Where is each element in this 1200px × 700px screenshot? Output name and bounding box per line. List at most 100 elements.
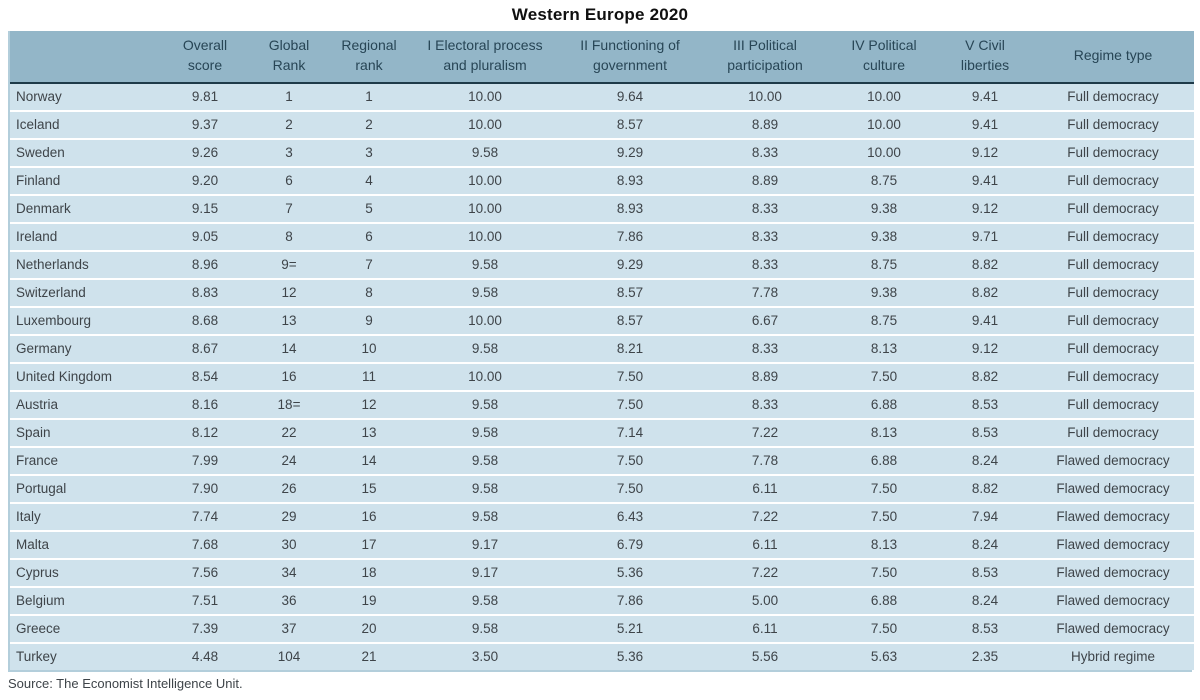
header-row: Overall score Global Rank Regional rank I Elec…: [10, 31, 1194, 84]
political-participation-cell: 5.00: [700, 585, 830, 615]
table-row: Denmark 9.15 7 5 10.00 8.93 8.33 9.38 9.12 Full d…: [10, 193, 1194, 223]
civil-liberties-cell: 8.24: [938, 585, 1032, 615]
global-rank-cell: 18=: [250, 389, 328, 419]
overall-score-cell: 7.56: [160, 557, 250, 587]
global-rank-cell: 26: [250, 473, 328, 503]
table-row: Luxembourg 8.68 13 9 10.00 8.57 6.67 8.75 9.41 Fu…: [10, 305, 1194, 335]
functioning-of-government-cell: 8.21: [560, 333, 700, 363]
table-row: Greece 7.39 37 20 9.58 5.21 6.11 7.50 8.53 Flawed…: [10, 613, 1194, 643]
regional-rank-cell: 4: [328, 165, 410, 195]
table-title: Western Europe 2020: [511, 5, 689, 24]
political-participation-cell: 10.00: [700, 81, 830, 111]
regime-type-cell: Full democracy: [1032, 277, 1194, 307]
electoral-process-cell: 10.00: [410, 109, 560, 139]
global-rank-cell: 29: [250, 501, 328, 531]
country-cell: United Kingdom: [10, 361, 160, 391]
political-culture-cell: 6.88: [830, 445, 938, 475]
functioning-of-government-cell: 6.43: [560, 501, 700, 531]
column-header-electoral-process: I Electoral process and pluralism: [410, 31, 560, 84]
global-rank-cell: 16: [250, 361, 328, 391]
political-culture-cell: 8.13: [830, 417, 938, 447]
source-note: Source: The Economist Intelligence Unit.: [8, 675, 243, 691]
regime-type-cell: Flawed democracy: [1032, 585, 1194, 615]
overall-score-cell: 8.83: [160, 277, 250, 307]
civil-liberties-cell: 8.24: [938, 445, 1032, 475]
table-row: Malta 7.68 30 17 9.17 6.79 6.11 8.13 8.24 Flawed …: [10, 529, 1194, 559]
table-container: Overall score Global Rank Regional rank I Elec…: [8, 31, 1194, 672]
regional-rank-cell: 8: [328, 277, 410, 307]
civil-liberties-cell: 7.94: [938, 501, 1032, 531]
regional-rank-cell: 10: [328, 333, 410, 363]
overall-score-cell: 8.54: [160, 361, 250, 391]
electoral-process-cell: 9.58: [410, 501, 560, 531]
political-culture-cell: 9.38: [830, 193, 938, 223]
global-rank-cell: 12: [250, 277, 328, 307]
table-header: Overall score Global Rank Regional rank I Elec…: [10, 31, 1194, 84]
civil-liberties-cell: 8.53: [938, 417, 1032, 447]
overall-score-cell: 8.67: [160, 333, 250, 363]
civil-liberties-cell: 8.82: [938, 277, 1032, 307]
civil-liberties-cell: 9.12: [938, 193, 1032, 223]
democracy-index-table: Overall score Global Rank Regional rank I Elec…: [10, 31, 1194, 670]
political-participation-cell: 7.78: [700, 277, 830, 307]
political-participation-cell: 7.22: [700, 501, 830, 531]
column-header-functioning-of-government: II Functioning of government: [560, 31, 700, 84]
overall-score-cell: 8.12: [160, 417, 250, 447]
regime-type-cell: Flawed democracy: [1032, 613, 1194, 643]
civil-liberties-cell: 9.12: [938, 137, 1032, 167]
civil-liberties-cell: 8.53: [938, 613, 1032, 643]
civil-liberties-cell: 9.12: [938, 333, 1032, 363]
country-cell: Ireland: [10, 221, 160, 251]
regional-rank-cell: 5: [328, 193, 410, 223]
global-rank-cell: 1: [250, 81, 328, 111]
country-cell: Luxembourg: [10, 305, 160, 335]
electoral-process-cell: 9.17: [410, 529, 560, 559]
regional-rank-cell: 18: [328, 557, 410, 587]
civil-liberties-cell: 8.82: [938, 249, 1032, 279]
column-header-civil-liberties: V Civil liberties: [938, 31, 1032, 84]
functioning-of-government-cell: 9.64: [560, 81, 700, 111]
electoral-process-cell: 9.58: [410, 585, 560, 615]
political-culture-cell: 6.88: [830, 389, 938, 419]
regional-rank-cell: 21: [328, 641, 410, 670]
country-cell: Switzerland: [10, 277, 160, 307]
functioning-of-government-cell: 7.50: [560, 389, 700, 419]
functioning-of-government-cell: 7.50: [560, 473, 700, 503]
column-header-regional-rank: Regional rank: [328, 31, 410, 84]
country-cell: Denmark: [10, 193, 160, 223]
regime-type-cell: Flawed democracy: [1032, 445, 1194, 475]
regional-rank-cell: 1: [328, 81, 410, 111]
civil-liberties-cell: 2.35: [938, 641, 1032, 670]
column-header-political-culture: IV Political culture: [830, 31, 938, 84]
functioning-of-government-cell: 8.57: [560, 277, 700, 307]
country-cell: France: [10, 445, 160, 475]
electoral-process-cell: 3.50: [410, 641, 560, 670]
regional-rank-cell: 14: [328, 445, 410, 475]
functioning-of-government-cell: 6.79: [560, 529, 700, 559]
country-cell: Spain: [10, 417, 160, 447]
electoral-process-cell: 9.58: [410, 333, 560, 363]
regime-type-cell: Flawed democracy: [1032, 529, 1194, 559]
country-cell: Cyprus: [10, 557, 160, 587]
regime-type-cell: Full democracy: [1032, 361, 1194, 391]
functioning-of-government-cell: 8.93: [560, 165, 700, 195]
column-header-overall-score: Overall score: [160, 31, 250, 84]
functioning-of-government-cell: 7.50: [560, 445, 700, 475]
table-row: Netherlands 8.96 9= 7 9.58 9.29 8.33 8.75 8.82 Fu…: [10, 249, 1194, 279]
global-rank-cell: 6: [250, 165, 328, 195]
electoral-process-cell: 9.58: [410, 137, 560, 167]
political-participation-cell: 6.67: [700, 305, 830, 335]
political-participation-cell: 8.33: [700, 333, 830, 363]
table-row: Norway 9.81 1 1 10.00 9.64 10.00 10.00 9.41 Full …: [10, 81, 1194, 111]
political-participation-cell: 8.33: [700, 221, 830, 251]
overall-score-cell: 7.68: [160, 529, 250, 559]
column-header-regime-type: Regime type: [1032, 31, 1194, 84]
column-header-political-participation: III Political participation: [700, 31, 830, 84]
civil-liberties-cell: 8.24: [938, 529, 1032, 559]
regime-type-cell: Full democracy: [1032, 109, 1194, 139]
functioning-of-government-cell: 5.36: [560, 641, 700, 670]
regional-rank-cell: 20: [328, 613, 410, 643]
political-participation-cell: 8.33: [700, 249, 830, 279]
country-cell: Malta: [10, 529, 160, 559]
political-culture-cell: 7.50: [830, 501, 938, 531]
